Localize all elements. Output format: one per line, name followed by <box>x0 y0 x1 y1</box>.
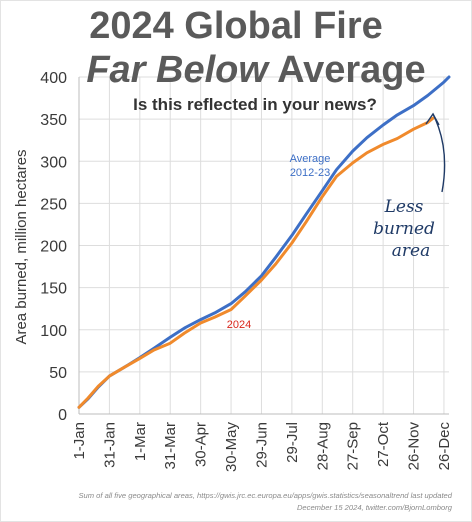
chart-title-line1: 2024 Global Fire <box>89 5 383 47</box>
x-tick-label: 1-Mar <box>132 422 149 461</box>
y-tick-label: 50 <box>49 365 67 382</box>
x-tick-label: 27-Sep <box>345 422 362 470</box>
chart-title-line2: Far Below Average <box>86 49 425 91</box>
y-axis-label: Area burned, million hectares <box>13 149 30 344</box>
x-tick-labels: 1-Jan 31-Jan 1-Mar 31-Mar 30-Apr 30-May 29-Jun… <box>71 421 453 472</box>
x-tick-label: 29-Jun <box>253 422 270 468</box>
annotation-line3: area <box>392 241 430 261</box>
annotation-arrow-head <box>425 112 440 126</box>
x-tick-label: 31-Mar <box>162 422 179 470</box>
series-label-2024: 2024 <box>227 319 251 331</box>
footnote-line1: Sum of all five geographical areas, http… <box>78 491 452 500</box>
y-tick-label: 100 <box>40 323 67 340</box>
x-tick-label: 28-Aug <box>314 422 331 470</box>
annotation-line2: burned <box>373 219 435 239</box>
chart-title-rest: Average <box>268 49 426 91</box>
x-tick-label: 1-Jan <box>71 422 88 460</box>
y-tick-label: 300 <box>40 154 67 171</box>
x-tick-label: 26-Nov <box>406 422 423 471</box>
series-label-average: Average 2012-23 <box>290 153 331 179</box>
chart-title-emphasis: Far Below <box>86 49 270 91</box>
x-tick-label: 31-Jan <box>101 422 118 468</box>
plot-border <box>78 77 449 415</box>
chart-subtitle: Is this reflected in your news? <box>133 95 377 114</box>
y-tick-label: 150 <box>40 281 67 298</box>
x-tick-label: 27-Oct <box>375 421 392 467</box>
series-label-average-line: 2012-23 <box>290 167 330 179</box>
x-tick-label: 26-Dec <box>436 422 453 471</box>
y-tick-label: 0 <box>58 407 67 424</box>
series-group <box>77 75 451 409</box>
series-line-2024 <box>77 116 435 409</box>
annotation-line1: Less <box>384 197 424 217</box>
footnote-line2: December 15 2024, twitter.com/BjornLombo… <box>297 503 453 512</box>
y-tick-label: 400 <box>40 70 67 87</box>
x-tick-label: 29-Jul <box>284 422 301 463</box>
series-label-average-line: Average <box>290 153 331 165</box>
x-tick-label: 30-May <box>223 422 240 473</box>
x-tick-label: 30-Apr <box>193 422 210 467</box>
y-tick-label: 250 <box>40 196 67 213</box>
y-tick-label: 350 <box>40 112 67 129</box>
y-tick-label: 200 <box>40 239 67 256</box>
y-tick-labels: 0 50 100 150 200 250 300 350 400 <box>40 70 67 424</box>
